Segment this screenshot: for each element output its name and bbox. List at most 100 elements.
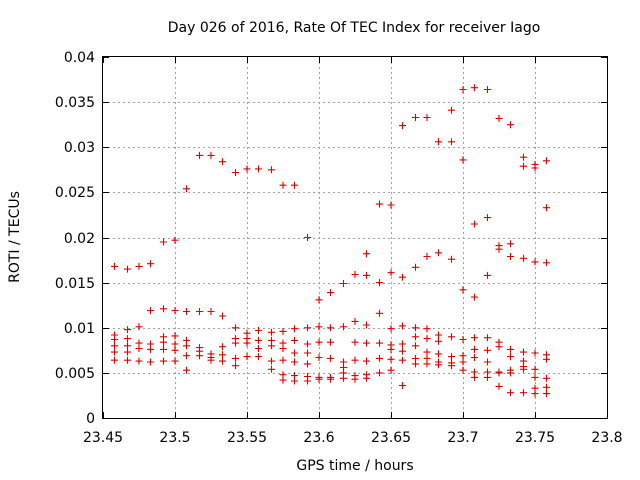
data-point: [315, 338, 323, 346]
data-point: [520, 254, 527, 262]
x-tick-label: 23.55: [227, 430, 267, 446]
data-point: [315, 296, 323, 304]
data-point: [327, 354, 334, 362]
data-point: [171, 236, 179, 244]
data-point: [111, 342, 118, 350]
data-point: [435, 350, 442, 358]
y-tick-label: 0.005: [55, 366, 95, 382]
data-point: [520, 348, 527, 356]
data-point: [147, 260, 154, 268]
data-point: [471, 345, 478, 353]
data-point: [268, 357, 275, 365]
data-point: [495, 369, 503, 377]
data-point: [124, 326, 131, 334]
data-point: [351, 317, 359, 325]
data-point: [399, 347, 406, 355]
data-point: [507, 253, 514, 260]
data-point: [171, 307, 179, 315]
data-point: [531, 164, 539, 172]
data-points: [111, 84, 550, 398]
data-point: [520, 365, 527, 373]
data-point: [459, 156, 467, 164]
data-point: [484, 86, 491, 93]
data-point: [255, 165, 262, 173]
data-point: [376, 279, 383, 287]
data-point: [243, 339, 251, 347]
x-tick-labels: 23.45 23.5 23.55 23.6 23.65 23.7 23.75 23.8: [83, 430, 623, 446]
data-point: [160, 238, 167, 246]
data-point: [171, 332, 179, 340]
data-point: [183, 342, 190, 350]
data-point: [376, 339, 383, 347]
x-tick-label: 23.8: [591, 430, 622, 446]
data-point: [363, 374, 370, 382]
data-point: [423, 360, 431, 368]
data-point: [340, 323, 347, 331]
data-point: [291, 336, 298, 344]
y-tick-label: 0.01: [64, 321, 95, 337]
data-point: [327, 289, 334, 297]
data-point: [471, 354, 478, 361]
data-point: [520, 162, 527, 170]
y-tick-labels: 0 0.005 0.01 0.015 0.02 0.025 0.03 0.035 0.04: [55, 50, 95, 427]
data-point: [363, 250, 370, 258]
data-point: [471, 84, 478, 92]
y-tick-label: 0.015: [55, 276, 95, 292]
data-point: [495, 382, 503, 390]
data-point: [363, 321, 370, 329]
data-point: [255, 327, 262, 334]
data-point: [363, 271, 370, 279]
data-point: [459, 352, 467, 360]
data-point: [507, 389, 514, 397]
data-point: [507, 353, 514, 361]
data-point: [399, 382, 406, 389]
data-point: [219, 158, 226, 166]
data-point: [160, 305, 167, 313]
x-tick-label: 23.45: [83, 430, 123, 446]
data-point: [448, 138, 455, 146]
data-point: [543, 157, 550, 165]
data-point: [448, 353, 455, 361]
data-point: [531, 390, 539, 398]
data-point: [448, 333, 455, 341]
data-point: [448, 362, 455, 370]
data-point: [471, 293, 478, 301]
data-point: [412, 324, 419, 332]
data-point: [484, 358, 491, 366]
data-point: [304, 324, 311, 332]
data-point: [171, 346, 179, 354]
data-point: [327, 324, 334, 332]
data-point: [340, 280, 347, 287]
data-point: [484, 334, 491, 342]
data-point: [327, 375, 334, 383]
data-point: [387, 366, 395, 374]
data-point: [387, 201, 395, 209]
data-point: [351, 375, 359, 383]
y-tick-label: 0.04: [64, 50, 95, 66]
data-point: [304, 234, 311, 241]
data-point: [435, 337, 442, 345]
data-point: [351, 338, 359, 346]
data-point: [495, 343, 503, 351]
data-point: [351, 356, 359, 364]
data-point: [471, 334, 478, 342]
data-point: [423, 114, 431, 121]
data-point: [183, 185, 190, 193]
data-point: [340, 374, 347, 382]
data-point: [135, 357, 143, 365]
data-point: [135, 345, 143, 352]
data-point: [304, 360, 311, 368]
data-point: [520, 153, 527, 161]
data-point: [219, 343, 226, 351]
data-point: [423, 253, 431, 260]
data-point: [484, 373, 491, 381]
data-point: [531, 349, 539, 357]
data-point: [232, 354, 239, 362]
data-point: [435, 249, 442, 257]
data-point: [543, 390, 550, 398]
x-axis-label: GPS time / hours: [296, 458, 413, 474]
data-point: [147, 345, 154, 353]
data-point: [279, 327, 287, 335]
data-point: [327, 338, 334, 346]
